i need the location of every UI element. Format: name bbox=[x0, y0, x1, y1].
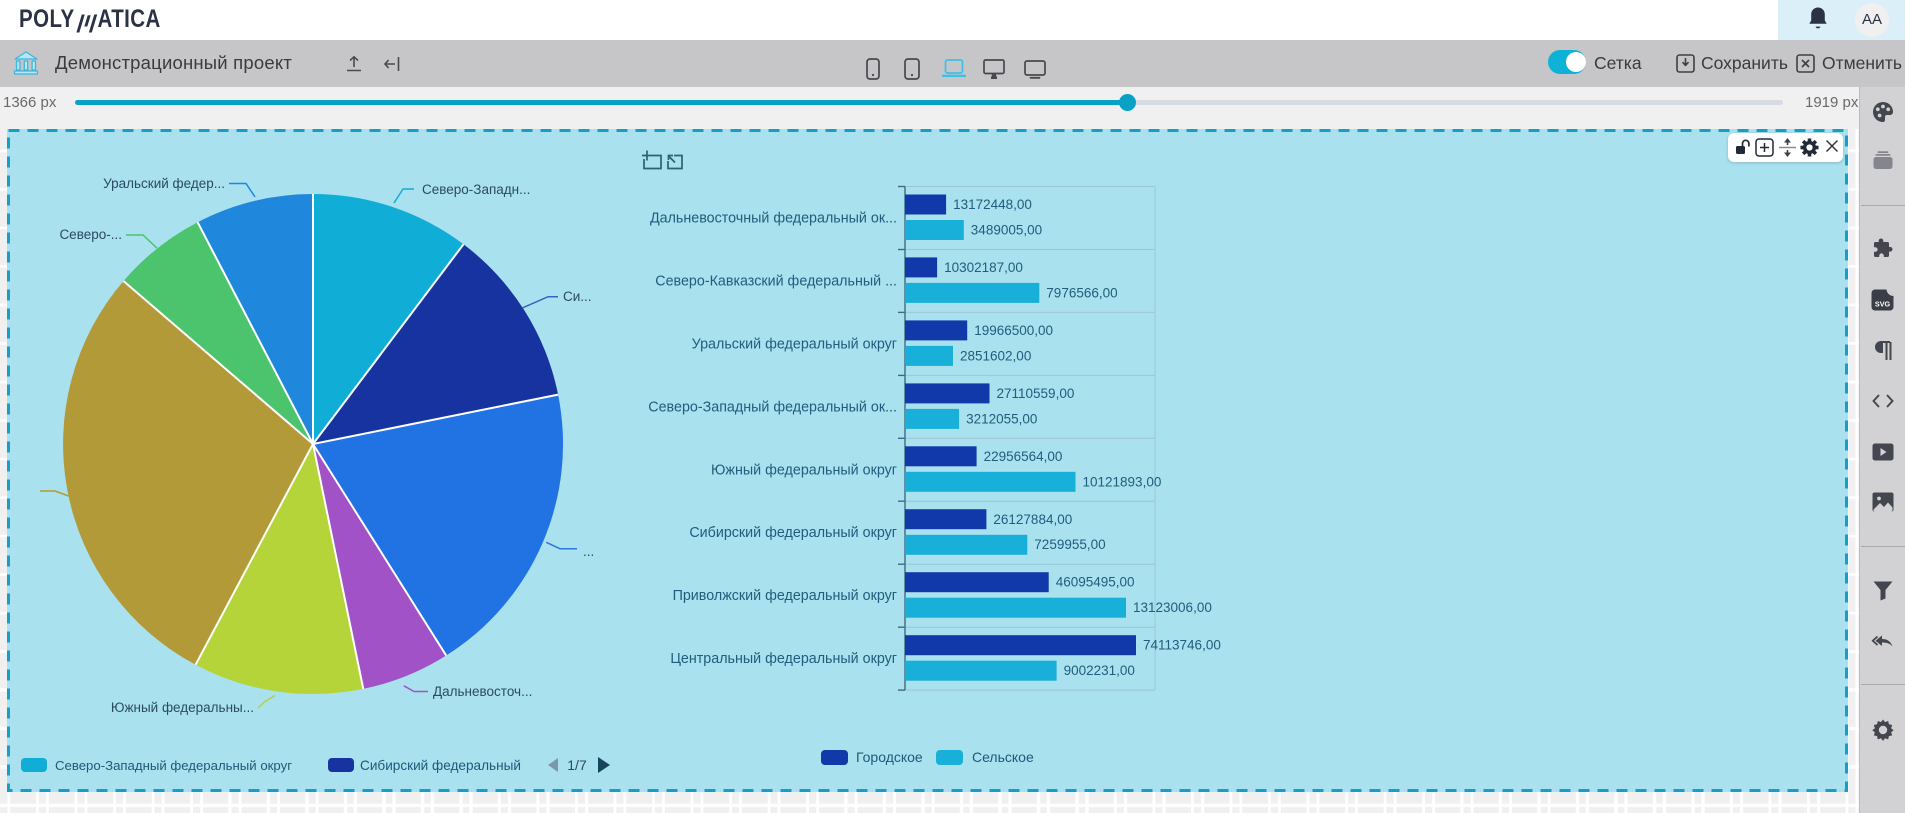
svg-text:Южный федеральны...: Южный федеральны... bbox=[111, 700, 254, 715]
svg-text:Приволжский федеральный округ: Приволжский федеральный округ bbox=[673, 588, 897, 604]
svg-text:7259955,00: 7259955,00 bbox=[1034, 537, 1105, 552]
svg-text:Северо-Западный федеральный ок: Северо-Западный федеральный округ bbox=[55, 758, 292, 773]
svg-text:9002231,00: 9002231,00 bbox=[1064, 663, 1135, 678]
svg-text:Сибирский федеральный: Сибирский федеральный bbox=[360, 758, 521, 773]
svg-text:27110559,00: 27110559,00 bbox=[997, 386, 1075, 401]
svg-text:74113746,00: 74113746,00 bbox=[1143, 638, 1221, 653]
svg-text:Северо-Западный федеральный ок: Северо-Западный федеральный ок... bbox=[648, 399, 897, 415]
svg-text:Городское: Городское bbox=[856, 749, 923, 765]
svg-text:7976566,00: 7976566,00 bbox=[1046, 285, 1117, 300]
svg-text:Дальневосточный федеральный ок: Дальневосточный федеральный ок... bbox=[650, 211, 897, 227]
svg-text:Сибирский федеральный округ: Сибирский федеральный округ bbox=[689, 525, 897, 541]
svg-text:Южный федеральный округ: Южный федеральный округ bbox=[711, 462, 897, 478]
svg-text:Уральский федеральный округ: Уральский федеральный округ bbox=[692, 336, 897, 352]
svg-text:10302187,00: 10302187,00 bbox=[944, 260, 1023, 275]
svg-text:2851602,00: 2851602,00 bbox=[960, 348, 1031, 363]
svg-text:Дальневосточ...: Дальневосточ... bbox=[433, 684, 532, 699]
svg-text:13172448,00: 13172448,00 bbox=[953, 197, 1032, 212]
svg-text:19966500,00: 19966500,00 bbox=[974, 323, 1053, 338]
svg-text:...: ... bbox=[583, 544, 594, 559]
svg-text:3212055,00: 3212055,00 bbox=[966, 411, 1037, 426]
svg-text:10121893,00: 10121893,00 bbox=[1083, 474, 1162, 489]
svg-text:Уральский федер...: Уральский федер... bbox=[103, 176, 225, 191]
svg-text:Северо-Западн...: Северо-Западн... bbox=[422, 182, 530, 197]
svg-text:Си...: Си... bbox=[563, 289, 592, 304]
svg-text:SVG: SVG bbox=[1875, 300, 1891, 309]
svg-text:Северо-Кавказский федеральный: Северо-Кавказский федеральный ... bbox=[655, 273, 897, 289]
svg-text:Центральный федеральный округ: Центральный федеральный округ bbox=[670, 651, 897, 667]
svg-text:13123006,00: 13123006,00 bbox=[1133, 600, 1212, 615]
svg-text:Сельское: Сельское bbox=[972, 749, 1034, 765]
svg-text:26127884,00: 26127884,00 bbox=[993, 512, 1072, 527]
svg-text:22956564,00: 22956564,00 bbox=[984, 449, 1063, 464]
svg-text:1/7: 1/7 bbox=[567, 757, 587, 773]
svg-text:46095495,00: 46095495,00 bbox=[1056, 575, 1135, 590]
svg-text:Северо-...: Северо-... bbox=[59, 227, 122, 242]
svg-text:3489005,00: 3489005,00 bbox=[971, 223, 1042, 238]
